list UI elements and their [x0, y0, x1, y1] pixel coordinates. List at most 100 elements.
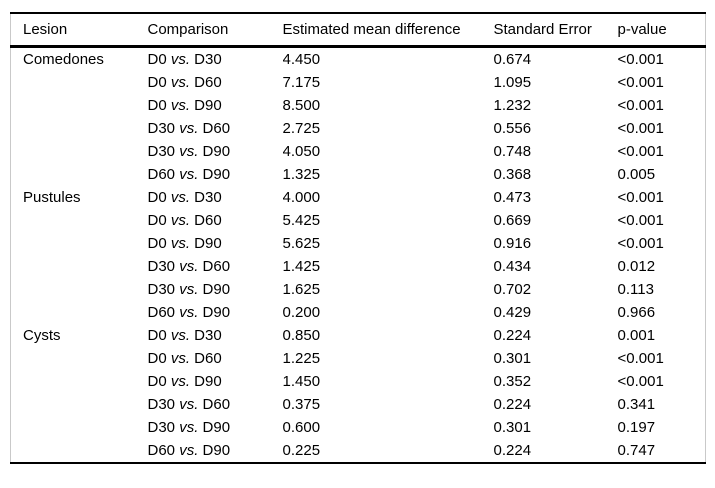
standard-error-cell: 0.301	[493, 418, 532, 436]
estimated-mean-difference-cell: 1.450	[282, 372, 321, 390]
comparison-left: D0	[147, 50, 171, 68]
vs-italic: vs.	[179, 119, 199, 137]
col-header-p-value: p-value	[617, 13, 706, 48]
comparison-cell: D60 vs. D90	[148, 439, 283, 463]
standard-error-cell: 1.095	[493, 73, 532, 91]
vs-italic: vs.	[179, 441, 199, 459]
comparison-right: D60	[198, 119, 231, 137]
comparison-cell: D0 vs. D30	[148, 47, 283, 72]
lesion-cell	[11, 71, 148, 94]
standard-error-cell: 0.352	[493, 372, 532, 390]
standard-error-cell: 0.224	[493, 395, 532, 413]
table-row: D0 vs. D90 8.500 1.232 <0.001	[11, 94, 706, 117]
vs-italic: vs.	[170, 326, 191, 344]
lesion-cell	[11, 347, 148, 370]
table-row: Cysts D0 vs. D30 0.850 0.224 0.001	[11, 324, 706, 347]
comparison-right: D90	[198, 303, 231, 321]
lesion-cell	[11, 255, 148, 278]
p-value-cell: 0.341	[617, 395, 656, 413]
comparison-right: D30	[190, 50, 222, 68]
estimated-mean-difference-cell: 1.625	[282, 280, 321, 298]
vs-italic: vs.	[170, 349, 191, 367]
vs-italic: vs.	[170, 50, 191, 68]
table-row: D60 vs. D90 0.225 0.224 0.747	[11, 439, 706, 463]
standard-error-cell: 0.368	[493, 165, 532, 183]
comparison-left: D0	[147, 211, 171, 229]
estimated-mean-difference-cell: 4.000	[282, 188, 321, 206]
vs-italic: vs.	[170, 96, 191, 114]
estimated-mean-difference-cell: 1.225	[282, 349, 321, 367]
p-value-cell: <0.001	[617, 50, 664, 68]
estimated-mean-difference-cell: 0.225	[282, 441, 321, 459]
lesion-cell	[11, 439, 148, 463]
comparison-cell: D30 vs. D90	[148, 278, 283, 301]
p-value-cell: <0.001	[617, 234, 664, 252]
comparison-right: D90	[198, 441, 231, 459]
p-value-cell: <0.001	[617, 119, 664, 137]
col-header-standard-error: Standard Error	[493, 13, 618, 48]
comparison-right: D90	[190, 96, 222, 114]
p-value-cell: <0.001	[617, 211, 664, 229]
comparison-right: D30	[190, 188, 222, 206]
lesion-cell	[11, 163, 148, 186]
comparison-cell: D30 vs. D90	[148, 416, 283, 439]
vs-italic: vs.	[179, 142, 199, 160]
comparison-cell: D60 vs. D90	[148, 163, 283, 186]
lesion-cell	[11, 370, 148, 393]
standard-error-cell: 0.301	[493, 349, 532, 367]
vs-italic: vs.	[170, 372, 191, 390]
estimated-mean-difference-cell: 4.050	[282, 142, 321, 160]
vs-italic: vs.	[170, 211, 191, 229]
p-value-cell: 0.012	[617, 257, 656, 275]
standard-error-cell: 0.916	[493, 234, 532, 252]
vs-italic: vs.	[179, 165, 199, 183]
table-row: Comedones D0 vs. D30 4.450 0.674 <0.001	[11, 47, 706, 72]
p-value-cell: <0.001	[617, 372, 664, 390]
comparison-left: D0	[147, 96, 171, 114]
table-row: D30 vs. D90 0.600 0.301 0.197	[11, 416, 706, 439]
lesion-cell	[11, 416, 148, 439]
comparison-left: D30	[147, 280, 180, 298]
col-header-estimated-mean-difference: Estimated mean difference	[282, 13, 494, 48]
comparison-cell: D0 vs. D30	[148, 186, 283, 209]
comparison-cell: D0 vs. D60	[148, 209, 283, 232]
comparison-cell: D0 vs. D90	[148, 370, 283, 393]
vs-italic: vs.	[170, 73, 191, 91]
lesion-cell	[11, 117, 148, 140]
comparison-right: D90	[198, 280, 231, 298]
lesion-cell	[11, 232, 148, 255]
table-row: D0 vs. D60 1.225 0.301 <0.001	[11, 347, 706, 370]
lesion-cell	[11, 393, 148, 416]
table-row: Pustules D0 vs. D30 4.000 0.473 <0.001	[11, 186, 706, 209]
standard-error-cell: 0.556	[493, 119, 532, 137]
estimated-mean-difference-cell: 2.725	[282, 119, 321, 137]
vs-italic: vs.	[179, 257, 199, 275]
estimated-mean-difference-cell: 0.600	[282, 418, 321, 436]
standard-error-cell: 1.232	[493, 96, 532, 114]
header-row: Lesion Comparison Estimated mean differe…	[10, 13, 706, 48]
p-value-cell: 0.197	[617, 418, 656, 436]
paper-table-page: Lesion Comparison Estimated mean differe…	[0, 12, 715, 488]
p-value-cell: 0.966	[617, 303, 656, 321]
vs-italic: vs.	[179, 395, 199, 413]
comparison-right: D90	[198, 165, 231, 183]
comparison-right: D60	[190, 349, 222, 367]
estimated-mean-difference-cell: 1.425	[282, 257, 321, 275]
comparison-right: D90	[190, 372, 222, 390]
col-header-lesion: Lesion	[10, 13, 148, 48]
estimated-mean-difference-cell: 5.425	[282, 211, 321, 229]
table-row: D30 vs. D90 1.625 0.702 0.113	[11, 278, 706, 301]
estimated-mean-difference-cell: 0.200	[282, 303, 321, 321]
comparison-left: D0	[147, 372, 171, 390]
comparison-cell: D30 vs. D90	[148, 140, 283, 163]
results-table: Lesion Comparison Estimated mean differe…	[10, 12, 706, 464]
standard-error-cell: 0.748	[493, 142, 532, 160]
table-row: D30 vs. D60 2.725 0.556 <0.001	[11, 117, 706, 140]
standard-error-cell: 0.702	[493, 280, 532, 298]
comparison-right: D60	[190, 73, 222, 91]
comparison-cell: D0 vs. D90	[148, 232, 283, 255]
standard-error-cell: 0.429	[493, 303, 532, 321]
comparison-left: D60	[147, 165, 180, 183]
p-value-cell: <0.001	[617, 349, 664, 367]
comparison-cell: D60 vs. D90	[148, 301, 283, 324]
